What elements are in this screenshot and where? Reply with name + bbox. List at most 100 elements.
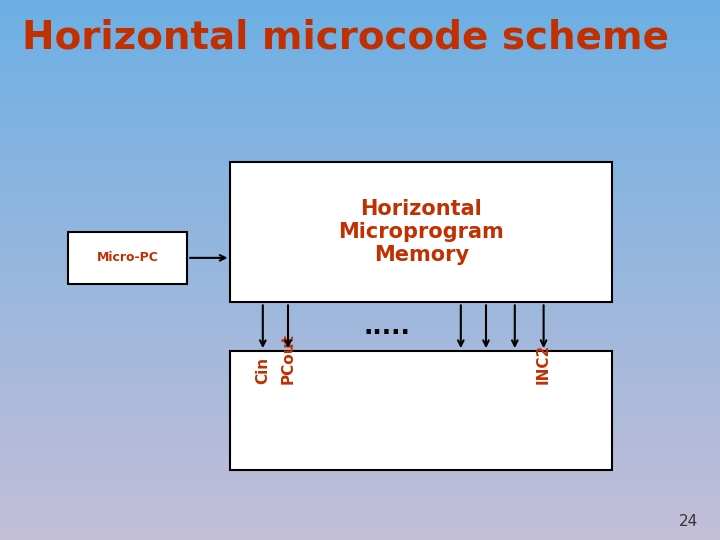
Bar bbox=[0, 315, 720, 317]
Bar bbox=[0, 335, 720, 336]
Bar bbox=[0, 223, 720, 225]
Bar bbox=[0, 511, 720, 513]
Bar bbox=[0, 432, 720, 434]
Bar bbox=[0, 491, 720, 493]
Bar bbox=[0, 428, 720, 430]
Bar bbox=[0, 378, 720, 380]
Bar bbox=[0, 328, 720, 329]
Bar bbox=[0, 123, 720, 124]
Bar bbox=[0, 319, 720, 320]
Bar bbox=[0, 146, 720, 147]
Bar bbox=[0, 312, 720, 313]
Bar bbox=[0, 50, 720, 52]
Bar bbox=[0, 369, 720, 371]
Bar bbox=[0, 218, 720, 220]
Bar bbox=[0, 387, 720, 389]
Bar bbox=[0, 396, 720, 398]
Bar bbox=[0, 302, 720, 304]
Bar bbox=[0, 238, 720, 239]
Bar bbox=[0, 97, 720, 99]
Bar bbox=[0, 339, 720, 340]
Bar bbox=[0, 110, 720, 112]
Bar bbox=[0, 454, 720, 455]
Bar bbox=[0, 115, 720, 117]
Bar bbox=[0, 204, 720, 205]
Bar bbox=[0, 130, 720, 131]
Bar bbox=[0, 205, 720, 207]
Bar bbox=[0, 373, 720, 374]
Bar bbox=[0, 528, 720, 529]
Bar bbox=[0, 22, 720, 23]
Bar bbox=[0, 501, 720, 502]
Bar bbox=[0, 412, 720, 414]
Bar bbox=[0, 452, 720, 454]
Text: INC2: INC2 bbox=[536, 344, 551, 384]
Bar bbox=[0, 358, 720, 360]
Bar bbox=[0, 349, 720, 351]
Text: Micro-PC: Micro-PC bbox=[97, 251, 158, 265]
Bar bbox=[0, 488, 720, 490]
Bar bbox=[0, 266, 720, 268]
Bar bbox=[0, 232, 720, 234]
Bar bbox=[0, 498, 720, 501]
Bar bbox=[0, 304, 720, 306]
Bar bbox=[0, 509, 720, 511]
Bar bbox=[0, 29, 720, 31]
Bar bbox=[0, 47, 720, 49]
Bar bbox=[0, 308, 720, 309]
Bar bbox=[0, 301, 720, 302]
Bar bbox=[0, 144, 720, 146]
Bar bbox=[0, 70, 720, 72]
Bar bbox=[0, 25, 720, 27]
Bar bbox=[0, 171, 720, 173]
Bar bbox=[0, 243, 720, 245]
Bar bbox=[0, 61, 720, 63]
Bar bbox=[0, 11, 720, 12]
Bar bbox=[0, 49, 720, 50]
Bar bbox=[0, 461, 720, 463]
Bar bbox=[0, 448, 720, 450]
Bar bbox=[0, 286, 720, 288]
Bar bbox=[0, 126, 720, 128]
Bar bbox=[0, 106, 720, 108]
Bar bbox=[0, 34, 720, 36]
Bar bbox=[0, 234, 720, 236]
Bar bbox=[0, 322, 720, 324]
Bar bbox=[0, 90, 720, 92]
Bar bbox=[0, 5, 720, 7]
Bar bbox=[0, 493, 720, 495]
Bar bbox=[0, 317, 720, 319]
Bar bbox=[0, 393, 720, 394]
Bar bbox=[0, 414, 720, 416]
Bar bbox=[0, 96, 720, 97]
Bar bbox=[0, 277, 720, 279]
Bar bbox=[0, 74, 720, 76]
Bar bbox=[0, 347, 720, 349]
Bar bbox=[0, 58, 720, 59]
Bar bbox=[0, 128, 720, 130]
Bar bbox=[0, 221, 720, 223]
Bar bbox=[0, 157, 720, 158]
Bar bbox=[0, 225, 720, 227]
Bar bbox=[0, 211, 720, 212]
Bar bbox=[0, 443, 720, 444]
Bar bbox=[0, 166, 720, 167]
Bar bbox=[0, 133, 720, 135]
Bar bbox=[0, 420, 720, 421]
Bar bbox=[0, 471, 720, 474]
Bar bbox=[0, 288, 720, 290]
Bar bbox=[0, 272, 720, 274]
Bar bbox=[0, 336, 720, 339]
Text: 24: 24 bbox=[679, 514, 698, 529]
Bar bbox=[0, 367, 720, 369]
Bar bbox=[0, 15, 720, 16]
Bar bbox=[0, 56, 720, 58]
Bar bbox=[0, 536, 720, 538]
Bar bbox=[230, 162, 612, 302]
Bar bbox=[0, 481, 720, 482]
Bar bbox=[0, 320, 720, 322]
Bar bbox=[0, 299, 720, 301]
Bar bbox=[0, 184, 720, 185]
Bar bbox=[0, 292, 720, 293]
Bar bbox=[0, 142, 720, 144]
